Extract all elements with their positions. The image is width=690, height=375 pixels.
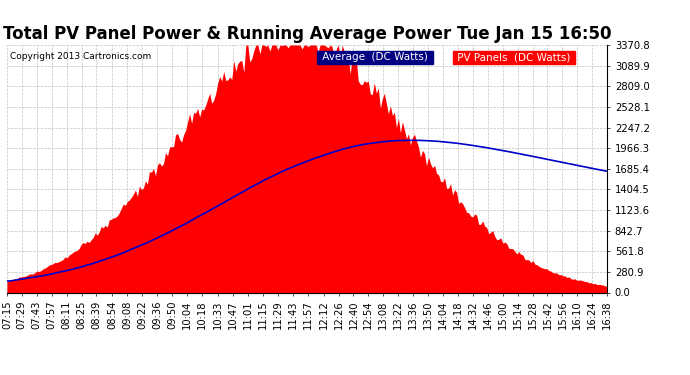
- Text: PV Panels  (DC Watts): PV Panels (DC Watts): [454, 53, 574, 62]
- Text: Copyright 2013 Cartronics.com: Copyright 2013 Cartronics.com: [10, 53, 151, 62]
- Text: Average  (DC Watts): Average (DC Watts): [319, 53, 431, 62]
- Title: Total PV Panel Power & Running Average Power Tue Jan 15 16:50: Total PV Panel Power & Running Average P…: [3, 26, 611, 44]
